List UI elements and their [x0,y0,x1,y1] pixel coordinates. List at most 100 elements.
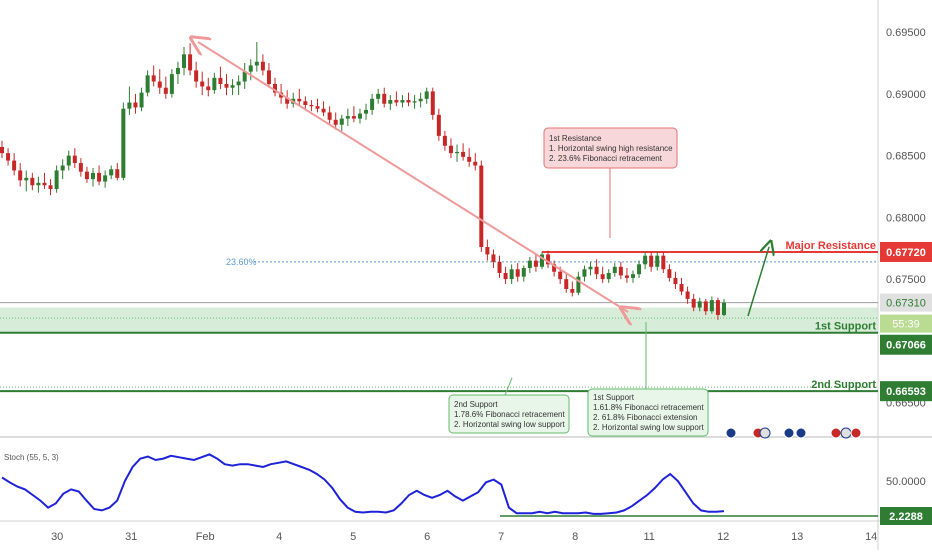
candle-body [606,272,611,280]
candle-body [230,85,235,88]
candle-body [91,172,96,180]
candle-body [260,61,265,71]
support-1-price-badge: 0.67066 [880,334,932,355]
candle-body [327,112,332,120]
candle-body [175,67,180,75]
candle-body [127,102,132,109]
candle-body [448,145,453,154]
candle-body [66,155,71,166]
countdown-badge: 55:39 [880,314,932,333]
candle-body [630,274,635,278]
candle-body [570,289,575,293]
candle-body [248,65,253,72]
candle-body [333,119,338,125]
support-2-price-badge: 0.66593 [880,381,932,402]
candle-body [224,83,229,88]
candle-body [521,268,526,277]
candle-body [418,98,423,102]
candle-body [315,106,320,109]
time-tick-label: 5 [350,531,356,543]
candle-body [303,101,308,105]
candle-body [30,177,35,186]
candle-body [467,156,472,162]
candle-body [655,255,660,267]
support2-callout-line-2: 1.78.6% Fibonacci retracement [454,410,566,419]
time-tick-label: 11 [643,531,654,543]
candle-body [709,300,714,312]
time-tick-label: 12 [717,531,729,543]
candle-body [703,301,708,312]
candle-body [461,151,466,157]
candle-body [145,75,150,93]
candle-body [151,75,156,82]
downtrend-arrow [198,42,628,312]
candle-body [200,81,205,87]
resistance-callout-line-1: 1st Resistance [549,134,602,143]
stochastic-line [1,453,725,515]
candle-body [309,104,314,107]
candle-body [339,118,344,125]
candle-body [84,171,89,180]
time-tick-label: 31 [125,531,137,543]
candle-body [382,93,387,104]
support1-callout: 1st Support 1.61.8% Fibonacci retracemen… [587,388,709,437]
candle-body [364,109,369,114]
indicator-tick-50: 50.0000 [886,476,926,488]
major-resistance-label: Major Resistance [786,240,876,252]
candle-body [509,269,514,280]
uptrend-projection-arrow [747,247,769,317]
candle-body [163,87,168,94]
candle-body [206,86,211,91]
candle-body [527,260,532,269]
support1-callout-line-3: 2. 61.8% Fibonacci extension [593,413,698,422]
candle-body [24,177,29,181]
candle-body [442,135,447,146]
resistance-callout-line-2: 1. Horizontal swing high resistance [549,144,673,153]
time-tick-label: Feb [196,531,215,543]
support-zone [0,307,878,333]
support2-callout-connector [504,377,513,396]
candle-body [624,275,629,278]
candle-body [139,92,144,108]
candle-body [212,77,217,91]
candle-body [643,255,648,265]
candle-body [36,182,41,186]
candle-body [297,98,302,102]
time-tick-label: 13 [791,531,803,543]
candle-body [588,266,593,270]
candle-body [485,247,490,255]
price-tick-label: 0.68000 [886,212,926,224]
candle-body [157,81,162,88]
candle-body [618,266,623,276]
candle-body [473,161,478,166]
indicator-value-text: 2.2288 [889,511,923,523]
us-flag-icon [830,427,842,439]
candle-body [60,165,65,171]
major-resistance-price-text: 0.67720 [886,247,926,259]
event-flags [725,427,862,439]
support-2-label: 2nd Support [811,379,876,391]
candle-body [564,279,569,290]
support2-callout: 2nd Support 1.78.6% Fibonacci retracemen… [448,394,570,434]
candle-body [697,301,702,308]
current-price-text: 0.67310 [886,298,926,310]
indicator-value-badge: 2.2288 [880,507,932,525]
candle-body [497,261,502,273]
candle-body [254,61,259,66]
au-flag-icon [725,427,737,439]
candle-body [715,300,720,315]
candle-body [479,165,484,248]
candle-body [97,172,102,182]
candle-body [6,153,11,161]
candle-body [722,302,726,315]
candle-body [406,100,411,103]
candle-body [182,54,187,68]
candle-body [612,266,617,273]
candle-body [115,169,120,178]
candle-body [679,284,684,292]
candle-body [133,102,138,108]
support2-callout-line-3: 2. Horizontal swing low support [454,420,565,429]
current-price-badge: 0.67310 [880,293,932,312]
support1-callout-line-1: 1st Support [593,393,635,402]
